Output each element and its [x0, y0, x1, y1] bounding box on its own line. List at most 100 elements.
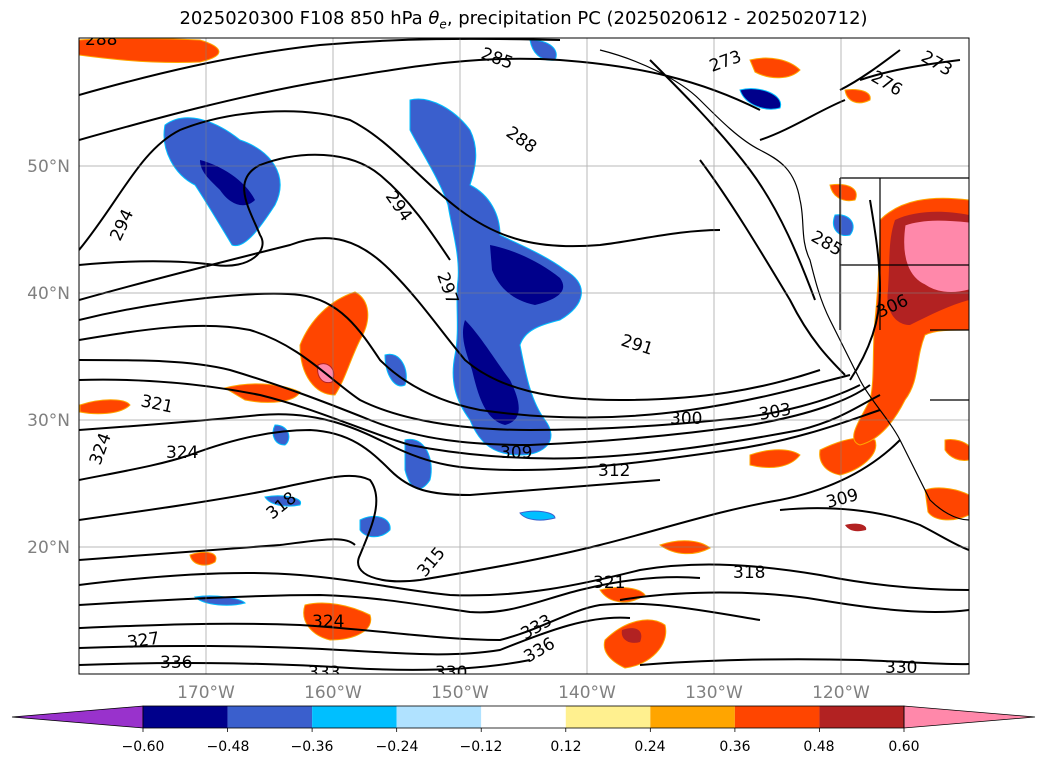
contour-line: [79, 292, 851, 419]
pos-region: [303, 602, 372, 641]
colorbar-bin: [819, 706, 904, 728]
contour-line: [79, 439, 901, 583]
pos-region: [844, 89, 871, 104]
colorbar-bin: [650, 706, 735, 728]
colorbar-bin: [734, 706, 820, 728]
colorbar-tick-label: 0.36: [719, 739, 750, 755]
lat-tick-label: 20°N: [27, 538, 70, 558]
theta-e-contours: [79, 38, 969, 671]
contour-line: [79, 110, 721, 251]
contour-line: [79, 659, 531, 671]
pos-region: [749, 449, 801, 468]
contour-label: 327: [126, 629, 161, 653]
pos-region: [819, 437, 877, 476]
colorbar-extend-min: [11, 705, 144, 729]
pos-region: [223, 383, 301, 403]
contour-line: [79, 409, 881, 472]
neg-patch: [359, 515, 391, 538]
neg-patch: [833, 214, 854, 237]
contour-label: 318: [733, 563, 765, 583]
lon-tick-label: 120°W: [812, 683, 870, 703]
pos-region: [79, 38, 220, 64]
contour-line: [619, 591, 969, 613]
lon-tick-label: 170°W: [177, 683, 235, 703]
colorbar-bin: [227, 706, 313, 728]
neg-band-core: [462, 245, 564, 425]
contour-label: 336: [160, 653, 192, 673]
pos-region: [845, 523, 867, 532]
colorbar-tick-label: 0.60: [888, 739, 919, 755]
contour-line: [79, 153, 451, 267]
chart-title: 2025020300 F108 850 hPa θe, precipitatio…: [0, 8, 1047, 32]
pos-region: [603, 619, 667, 669]
lat-tick-label: 50°N: [27, 157, 70, 177]
colorbar-bin: [481, 706, 566, 728]
lon-tick-label: 150°W: [431, 683, 489, 703]
contour-label: 324: [166, 443, 198, 463]
contour-line: [79, 576, 701, 614]
contour-line: [79, 616, 631, 656]
coast-na: [599, 49, 969, 521]
pos-region: [924, 487, 969, 521]
contour-line: [79, 602, 761, 642]
neg-patch: [519, 510, 556, 521]
contour-line: [79, 563, 969, 597]
contour-label: 309: [500, 443, 532, 463]
colorbar-frame: [142, 705, 905, 729]
contour-line: [79, 359, 871, 447]
contour-line: [79, 428, 661, 497]
title-prefix: 2025020300 F108 850 hPa: [179, 8, 429, 29]
colorbar-bin: [312, 706, 397, 728]
colorbar-tick-label: −0.36: [291, 739, 334, 755]
gridlines: [79, 38, 969, 674]
colorbar-bin: [396, 706, 482, 728]
contour-line: [639, 658, 969, 666]
contour-line: [79, 38, 561, 96]
colorbar-bin: [143, 706, 228, 728]
colorbar-tick-label: 0.24: [634, 739, 665, 755]
lon-tick-label: 130°W: [685, 683, 743, 703]
contour-label: 312: [598, 461, 630, 481]
pos-region-core: [621, 628, 642, 643]
colorbar-bin: [565, 706, 651, 728]
contour-label: 330: [885, 658, 917, 678]
contour-line: [79, 324, 861, 432]
colorbar-tick-label: −0.60: [122, 739, 165, 755]
contour-label: 333: [308, 663, 340, 683]
lat-tick-label: 30°N: [27, 411, 70, 431]
colorbar-tick-label: −0.12: [460, 739, 503, 755]
title-suffix: , precipitation PC (2025020612 - 2025020…: [446, 8, 868, 29]
neg-patch: [739, 88, 782, 110]
lon-tick-label: 140°W: [558, 683, 616, 703]
contour-line: [649, 59, 816, 301]
map-panel: 285 288 294 294 297 291 300 303 309 312 …: [78, 30, 970, 683]
lon-tick-label: 160°W: [304, 683, 362, 703]
contour-line: [839, 49, 901, 91]
contour-line: [779, 507, 969, 551]
precip-shading: [79, 38, 969, 669]
contour-label: 300: [670, 409, 702, 429]
contour-line: [79, 237, 821, 402]
coastline: [599, 49, 969, 521]
contour-label: 321: [593, 573, 625, 593]
map-frame: [78, 37, 970, 675]
contour-line: [859, 59, 961, 81]
neg-region-core: [200, 160, 255, 206]
contour-line: [79, 57, 761, 141]
contour-label: 288: [85, 30, 117, 50]
colorbar-tick-label: −0.24: [376, 739, 419, 755]
contour-labels: 285 288 294 294 297 291 300 303 309 312 …: [85, 30, 956, 683]
contour-line: [759, 99, 846, 141]
pos-region: [944, 439, 969, 461]
colorbar-tick-label: −0.48: [207, 739, 250, 755]
colorbar-extend-max: [903, 705, 1036, 729]
title-theta: θ: [428, 8, 440, 29]
contour-label: 330: [435, 663, 467, 683]
pos-region: [79, 399, 131, 415]
pos-region: [189, 551, 217, 566]
contour-line: [79, 378, 881, 460]
contour-line: [699, 159, 846, 376]
title-theta-subscript: e: [439, 17, 447, 32]
lon-tick-labels: 170°W 160°W 150°W 140°W 130°W 120°W: [177, 683, 870, 703]
